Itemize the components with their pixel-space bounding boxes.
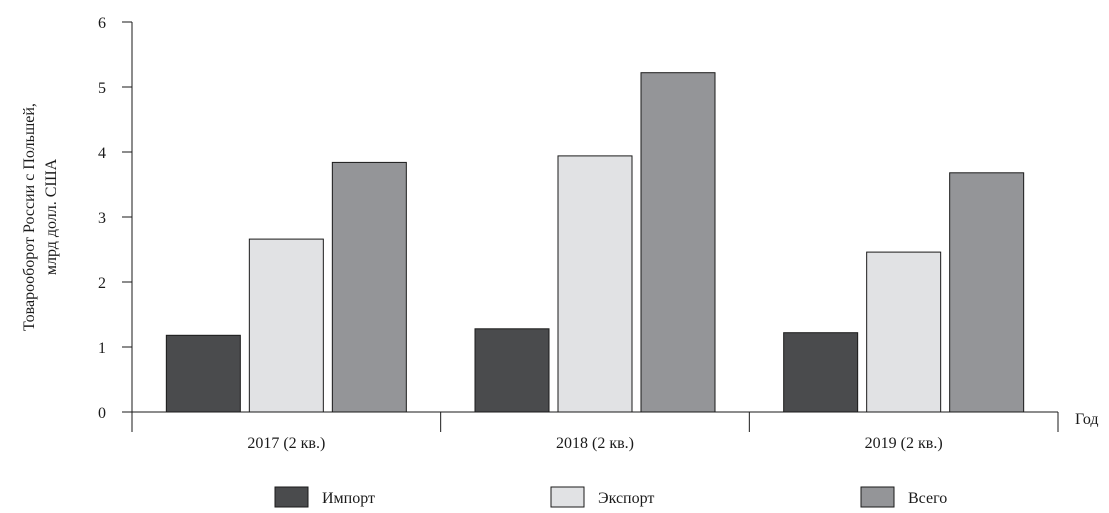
y-axis-label-line-1: Товарооборот России с Польшей, (21, 103, 38, 331)
legend-label: Импорт (322, 490, 375, 507)
y-axis: 0 1 2 3 4 5 6 (98, 15, 133, 422)
y-tick-label: 2 (98, 275, 106, 292)
legend-label: Всего (908, 490, 947, 507)
x-axis: 2017 (2 кв.) 2018 (2 кв.) 2019 (2 кв.) (131, 411, 1059, 452)
bars (165, 72, 1025, 413)
legend-swatch (860, 486, 895, 508)
legend-label: Экспорт (598, 490, 654, 507)
y-tick-label: 0 (98, 405, 106, 422)
bar-Импорт-1 (474, 328, 550, 413)
bar-Всего-2 (949, 172, 1025, 413)
y-tick-label: 1 (98, 340, 106, 357)
y-axis-label-line-2: млрд долл. США (43, 158, 60, 275)
x-tick-label: 2018 (2 кв.) (556, 435, 634, 452)
bar-Экспорт-0 (248, 238, 324, 413)
y-tick-label: 6 (98, 15, 106, 32)
bar-Экспорт-2 (866, 251, 942, 413)
y-tick-label: 3 (98, 210, 106, 227)
legend-item: Импорт (274, 486, 375, 508)
y-axis-label: Товарооборот России с Польшей, млрд долл… (21, 103, 60, 331)
x-tick-label: 2019 (2 кв.) (865, 435, 943, 452)
legend-item: Экспорт (550, 486, 654, 508)
legend: Импорт Экспорт Всего (274, 486, 947, 508)
bar-Импорт-0 (165, 334, 241, 413)
legend-swatch (274, 486, 309, 508)
bar-Всего-0 (331, 161, 407, 413)
y-tick-label: 5 (98, 80, 106, 97)
y-tick-label: 4 (98, 145, 106, 162)
bar-Экспорт-1 (557, 155, 633, 413)
x-tick-label: 2017 (2 кв.) (247, 435, 325, 452)
bar-Импорт-2 (783, 332, 859, 413)
bar-Всего-1 (640, 72, 716, 413)
legend-swatch (550, 486, 585, 508)
legend-item: Всего (860, 486, 947, 508)
x-axis-label: Год (1075, 411, 1099, 428)
